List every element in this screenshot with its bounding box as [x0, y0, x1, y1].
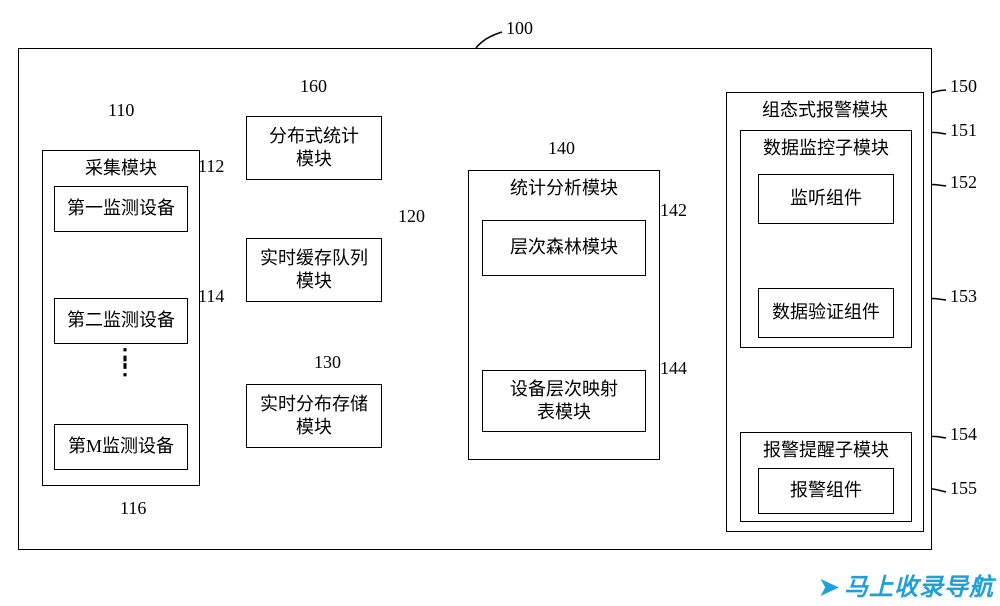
node-remind_sub-title: 报警提醒子模块 [763, 439, 889, 462]
node-maptbl-label: 设备层次映射 表模块 [510, 378, 618, 425]
node-rt_store: 实时分布存储 模块 [246, 384, 382, 448]
node-devM: 第M监测设备 [54, 424, 188, 470]
ref-151: 151 [950, 120, 977, 141]
node-validate: 数据验证组件 [758, 288, 894, 338]
node-monitor_sub-title: 数据监控子模块 [763, 137, 889, 160]
device-ellipsis: ⋮⋮ [114, 352, 136, 372]
ref-153: 153 [950, 286, 977, 307]
node-dev1: 第一监测设备 [54, 186, 188, 232]
node-validate-label: 数据验证组件 [772, 301, 880, 324]
node-dev2: 第二监测设备 [54, 298, 188, 344]
ref-142: 142 [660, 200, 687, 221]
node-dist_stat: 分布式统计 模块 [246, 116, 382, 180]
ref-120: 120 [398, 206, 425, 227]
node-collect-title: 采集模块 [85, 157, 157, 180]
node-maptbl: 设备层次映射 表模块 [482, 370, 646, 432]
node-rt_store-label: 实时分布存储 模块 [260, 393, 368, 440]
ref-152: 152 [950, 172, 977, 193]
node-forest: 层次森林模块 [482, 220, 646, 276]
watermark: ➤马上收录导航 [819, 567, 994, 602]
ref-160: 160 [300, 76, 327, 97]
ref-154: 154 [950, 424, 977, 445]
node-forest-label: 层次森林模块 [510, 236, 618, 259]
node-alarm_comp: 报警组件 [758, 468, 894, 514]
ref-150: 150 [950, 76, 977, 97]
node-rt_cache: 实时缓存队列 模块 [246, 238, 382, 302]
ref-140: 140 [548, 138, 575, 159]
node-alarm-title: 组态式报警模块 [762, 99, 888, 122]
ref-130: 130 [314, 352, 341, 373]
node-listen: 监听组件 [758, 174, 894, 224]
ref-112: 112 [198, 156, 224, 177]
node-rt_cache-label: 实时缓存队列 模块 [260, 247, 368, 294]
node-listen-label: 监听组件 [790, 187, 862, 210]
node-dev2-label: 第二监测设备 [67, 309, 175, 332]
node-devM-label: 第M监测设备 [68, 435, 174, 458]
node-dist_stat-label: 分布式统计 模块 [269, 125, 359, 172]
ref-110: 110 [108, 100, 134, 121]
node-alarm_comp-label: 报警组件 [790, 479, 862, 502]
ref-114: 114 [198, 286, 224, 307]
ref-144: 144 [660, 358, 687, 379]
ref-155: 155 [950, 478, 977, 499]
node-dev1-label: 第一监测设备 [67, 197, 175, 220]
ref-100: 100 [506, 18, 533, 39]
node-stat_mod-title: 统计分析模块 [510, 177, 618, 200]
ref-116: 116 [120, 498, 146, 519]
